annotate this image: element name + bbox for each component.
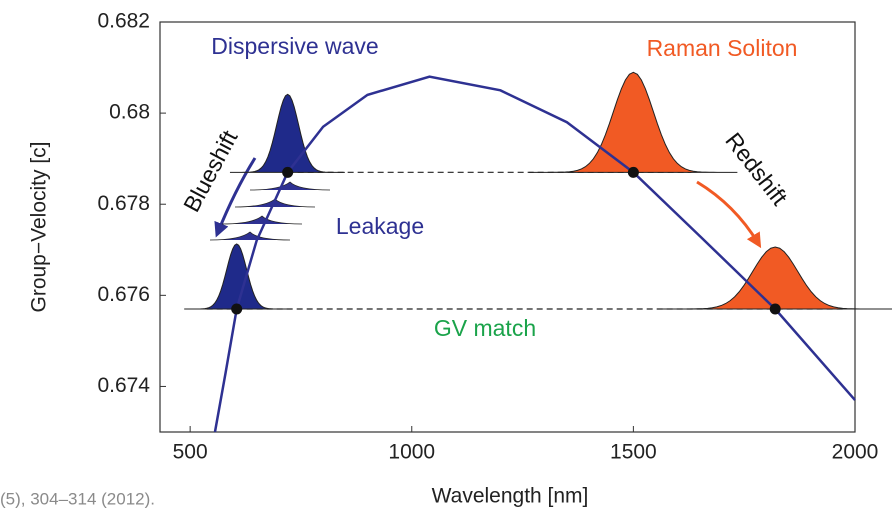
x-tick-label: 2000 bbox=[832, 441, 879, 464]
annotation: Leakage bbox=[336, 213, 424, 239]
annotation: Blueshift bbox=[178, 126, 243, 217]
plot-frame bbox=[159, 21, 856, 433]
y-axis-label: Group−Velocity [c] bbox=[28, 141, 51, 312]
y-tick-label: 0.676 bbox=[97, 283, 150, 306]
gv-point bbox=[282, 166, 294, 178]
pulse bbox=[529, 71, 738, 173]
pulse bbox=[184, 243, 289, 310]
y-tick-label: 0.68 bbox=[109, 101, 150, 124]
annotation: GV match bbox=[434, 315, 536, 341]
gv-curve bbox=[213, 75, 856, 433]
annotation: Dispersive wave bbox=[211, 33, 378, 59]
x-tick-label: 500 bbox=[173, 441, 208, 464]
gv-point bbox=[231, 303, 243, 315]
pulse bbox=[658, 246, 892, 310]
leakage-pulse bbox=[249, 181, 331, 191]
y-tick-label: 0.678 bbox=[97, 192, 150, 215]
annotation: Redshift bbox=[720, 128, 793, 211]
x-tick-label: 1500 bbox=[610, 441, 657, 464]
x-axis-label: Wavelength [nm] bbox=[432, 485, 589, 508]
x-tick-label: 1000 bbox=[388, 441, 435, 464]
y-tick-label: 0.682 bbox=[97, 10, 150, 33]
caption: (5), 304–314 (2012). bbox=[0, 489, 155, 508]
pulse bbox=[230, 93, 345, 173]
gv-point bbox=[769, 303, 781, 315]
y-tick-label: 0.674 bbox=[97, 374, 150, 397]
blueshift-arrow bbox=[214, 157, 257, 238]
leakage-pulse bbox=[209, 231, 291, 241]
leakage-pulse bbox=[221, 215, 303, 225]
redshift-arrow bbox=[696, 180, 762, 249]
gv-point bbox=[627, 166, 639, 178]
annotation: Raman Soliton bbox=[647, 35, 798, 61]
